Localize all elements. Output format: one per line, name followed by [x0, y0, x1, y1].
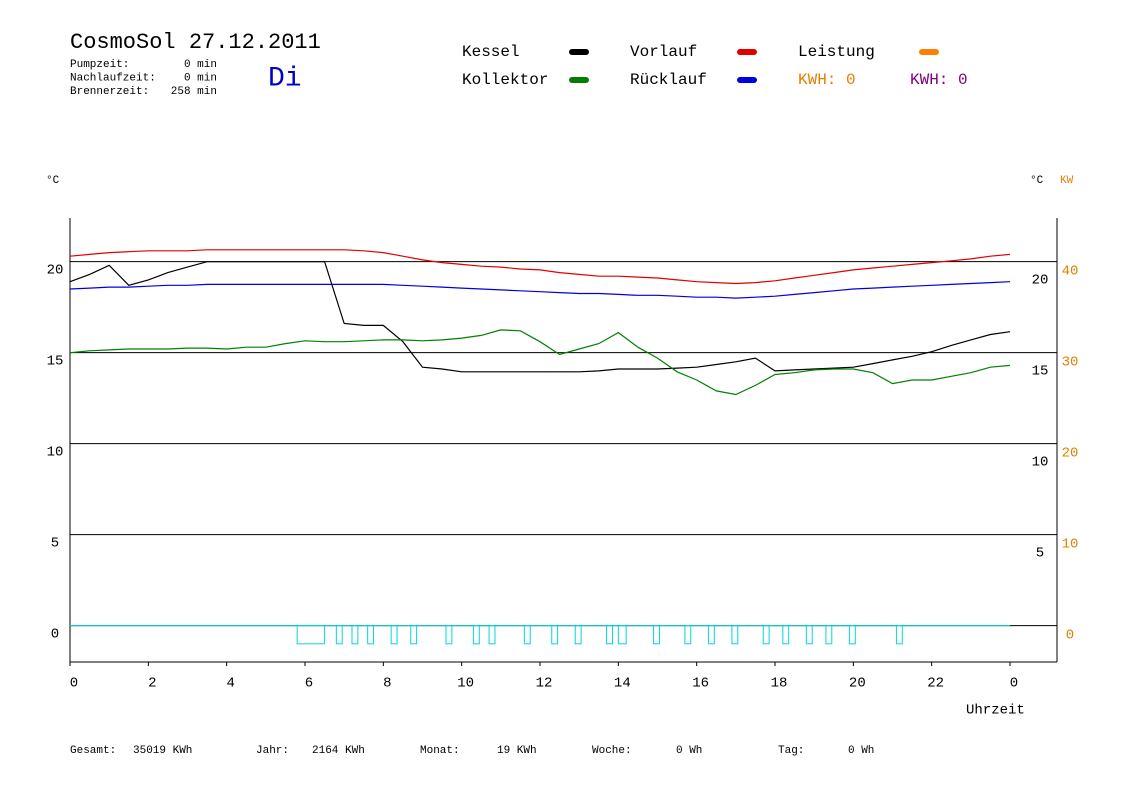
- pump-pulse: [617, 625, 627, 645]
- pump-pulse: [574, 625, 582, 645]
- footer-value: 19 KWh: [497, 745, 537, 757]
- series-line: [69, 329, 1011, 396]
- y-axis-unit: °C: [46, 175, 60, 187]
- kwh-label: KWH: 0: [910, 71, 968, 89]
- x-axis-label: Uhrzeit: [966, 703, 1025, 719]
- footer-value: 2164 KWh: [312, 745, 365, 757]
- legend-label: Leistung: [798, 43, 875, 61]
- pump-pulse: [367, 625, 375, 645]
- y-tick-label: 10: [47, 444, 64, 460]
- footer-label: Gesamt:: [70, 745, 116, 757]
- stat-label: Pumpzeit:: [70, 59, 129, 71]
- x-tick-label: 20: [849, 676, 866, 692]
- y2-tick-label: 30: [1062, 354, 1079, 370]
- y-tick-label: 0: [51, 626, 59, 642]
- x-tick-label: 18: [771, 676, 788, 692]
- pump-pulse: [488, 625, 496, 645]
- x-tick-label: 0: [1010, 676, 1018, 692]
- x-tick-label: 6: [305, 676, 313, 692]
- pump-pulse: [805, 625, 813, 645]
- y3-tick-label: 15: [1032, 364, 1049, 380]
- x-tick-label: 4: [226, 676, 234, 692]
- y3-tick-label: 20: [1032, 273, 1049, 289]
- y2-tick-label: 40: [1062, 263, 1079, 279]
- legend-label: Kessel: [462, 43, 520, 61]
- stat-label: Brennerzeit:: [70, 86, 149, 98]
- pump-pulse: [472, 625, 480, 645]
- y3-tick-label: 10: [1032, 455, 1049, 471]
- footer-value: 35019 KWh: [133, 745, 192, 757]
- pump-pulse: [848, 625, 856, 645]
- x-tick-label: 16: [692, 676, 709, 692]
- pump-pulse: [895, 625, 903, 645]
- y2-tick-label: 10: [1062, 536, 1079, 552]
- stat-value: 0 min: [184, 72, 217, 84]
- footer-label: Woche:: [592, 745, 632, 757]
- title: CosmoSol 27.12.2011: [70, 30, 321, 55]
- series-line: [69, 261, 1011, 373]
- footer-label: Jahr:: [256, 745, 289, 757]
- footer-value: 0 Wh: [848, 745, 874, 757]
- y-tick-label: 20: [47, 262, 64, 278]
- pump-pulse: [825, 625, 833, 645]
- y3-axis-unit: °C: [1030, 175, 1044, 187]
- pump-pulse: [351, 625, 359, 645]
- pump-pulse: [296, 625, 326, 645]
- pump-pulse: [410, 625, 418, 645]
- x-tick-label: 0: [70, 676, 78, 692]
- pump-pulse: [731, 625, 739, 645]
- stat-label: Nachlaufzeit:: [70, 72, 156, 84]
- x-tick-label: 8: [383, 676, 391, 692]
- footer-value: 0 Wh: [676, 745, 702, 757]
- legend-label: Rücklauf: [630, 71, 707, 89]
- weekday: Di: [268, 63, 302, 94]
- y2-axis-unit: KW: [1060, 175, 1074, 187]
- pump-pulse: [762, 625, 770, 645]
- pump-pulse: [653, 625, 660, 645]
- stat-value: 0 min: [184, 59, 217, 71]
- x-tick-label: 14: [614, 676, 631, 692]
- kwh-label: KWH: 0: [798, 71, 856, 89]
- pump-pulse: [335, 625, 343, 645]
- footer-label: Monat:: [420, 745, 460, 757]
- pump-pulse: [523, 625, 531, 645]
- x-tick-label: 22: [927, 676, 944, 692]
- y-tick-label: 15: [47, 353, 64, 369]
- legend-label: Kollektor: [462, 71, 548, 89]
- stat-value: 258 min: [171, 86, 217, 98]
- x-tick-label: 12: [536, 676, 553, 692]
- y2-tick-label: 20: [1062, 445, 1079, 461]
- series-line: [69, 281, 1011, 299]
- pump-pulse: [606, 625, 613, 645]
- series-line: [69, 249, 1011, 285]
- pump-pulse: [390, 625, 398, 645]
- pump-pulse: [684, 625, 692, 645]
- legend-label: Vorlauf: [630, 43, 697, 61]
- y3-tick-label: 5: [1036, 546, 1044, 562]
- pump-pulse: [445, 625, 453, 645]
- y-tick-label: 5: [51, 535, 59, 551]
- x-tick-label: 2: [148, 676, 156, 692]
- y2-tick-label: 0: [1066, 627, 1074, 643]
- pump-pulse: [782, 625, 790, 645]
- x-tick-label: 10: [457, 676, 474, 692]
- pump-pulse: [707, 625, 715, 645]
- pump-pulse: [551, 625, 559, 645]
- footer-label: Tag:: [778, 745, 804, 757]
